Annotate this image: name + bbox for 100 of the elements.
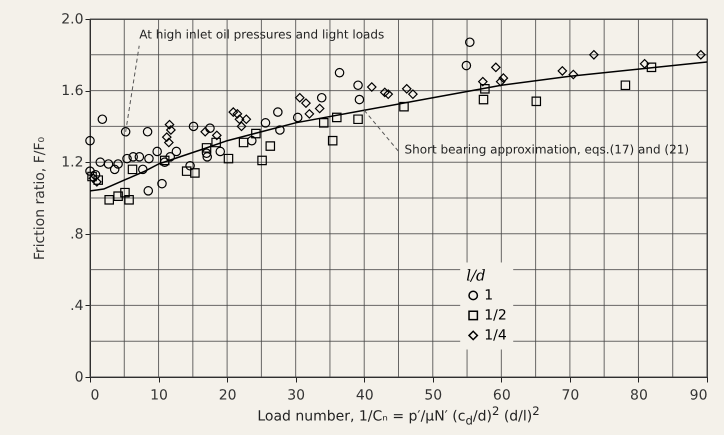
point <box>366 82 377 92</box>
point <box>399 102 409 112</box>
point <box>620 80 630 90</box>
point <box>212 130 222 140</box>
point <box>491 62 501 72</box>
point <box>236 122 246 132</box>
point <box>104 159 114 169</box>
point <box>465 37 475 48</box>
point <box>332 112 342 122</box>
point <box>200 126 210 137</box>
point <box>318 118 329 128</box>
point <box>138 164 148 174</box>
point <box>98 114 108 124</box>
point <box>238 138 248 148</box>
point <box>190 168 200 178</box>
point <box>380 88 390 98</box>
point <box>234 114 244 124</box>
y-tick-label: 1.6 <box>61 83 84 100</box>
legend-label: 1/4 <box>484 327 507 344</box>
point <box>353 114 363 124</box>
point <box>162 132 172 142</box>
point <box>301 98 311 108</box>
point <box>144 154 154 164</box>
point <box>251 128 261 138</box>
point <box>228 107 238 117</box>
point <box>202 152 212 162</box>
point <box>266 141 276 151</box>
point <box>247 136 257 146</box>
point <box>152 146 162 156</box>
point <box>328 136 338 146</box>
point <box>646 62 656 72</box>
point <box>558 66 568 76</box>
y-tick-label: .4 <box>70 298 84 314</box>
y-axis-title: Friction ratio, F/F₀ <box>32 136 48 260</box>
y-tick-label: .8 <box>70 226 84 242</box>
point <box>122 154 132 164</box>
y-tick-label: 2.0 <box>61 12 84 28</box>
point <box>496 76 506 86</box>
x-tick-label: 10 <box>150 388 168 404</box>
point <box>113 159 123 169</box>
point <box>172 146 182 156</box>
point <box>85 136 95 146</box>
point <box>260 118 270 128</box>
x-tick-label: 0 <box>90 388 100 404</box>
point <box>640 58 650 69</box>
point <box>316 92 326 103</box>
point <box>202 143 212 153</box>
x-tick-label: 40 <box>356 388 374 404</box>
line-series <box>90 61 707 192</box>
point <box>478 94 488 104</box>
point <box>232 109 242 119</box>
point <box>568 70 578 80</box>
point <box>334 68 344 78</box>
legend-label: 1 <box>484 287 494 304</box>
x-tick-label: 60 <box>492 388 511 404</box>
point <box>478 76 488 86</box>
x-tick-label: 90 <box>690 388 708 404</box>
point <box>96 157 106 167</box>
point <box>202 148 212 158</box>
point <box>294 92 305 103</box>
point <box>273 107 283 117</box>
x-axis-title: Load number, 1/Cₙ = p′/μN′ (c$_{d}$/d)$^{2}$ (d/l)$^{2}$ <box>256 404 541 428</box>
point <box>104 195 114 205</box>
point <box>185 161 195 171</box>
point <box>408 89 418 99</box>
point <box>157 178 167 188</box>
point <box>188 122 198 132</box>
point <box>696 50 706 60</box>
x-tick-label: 80 <box>630 388 648 404</box>
point <box>275 125 285 135</box>
x-tick-label: 50 <box>424 388 442 404</box>
legend-title: l/d <box>466 266 486 284</box>
point <box>164 120 174 130</box>
point <box>532 96 542 106</box>
point <box>257 156 267 166</box>
point <box>110 164 120 174</box>
point <box>480 84 490 94</box>
point <box>143 186 154 196</box>
point <box>205 123 215 133</box>
point <box>402 84 412 94</box>
point <box>215 146 226 156</box>
point <box>166 125 176 135</box>
point <box>142 126 152 137</box>
point <box>498 73 508 83</box>
y-tick-label: 0 <box>74 370 84 386</box>
point <box>383 89 393 99</box>
point <box>128 164 138 174</box>
point <box>134 152 144 162</box>
x-tick-label: 70 <box>561 388 580 404</box>
point <box>353 80 363 90</box>
point <box>120 188 130 198</box>
point <box>589 50 599 60</box>
point <box>164 138 174 148</box>
point <box>120 126 130 137</box>
y-tick-label: 1.2 <box>61 154 84 171</box>
point <box>182 166 192 176</box>
point <box>304 109 314 119</box>
point <box>224 154 234 164</box>
point <box>85 166 95 176</box>
point <box>354 94 364 104</box>
